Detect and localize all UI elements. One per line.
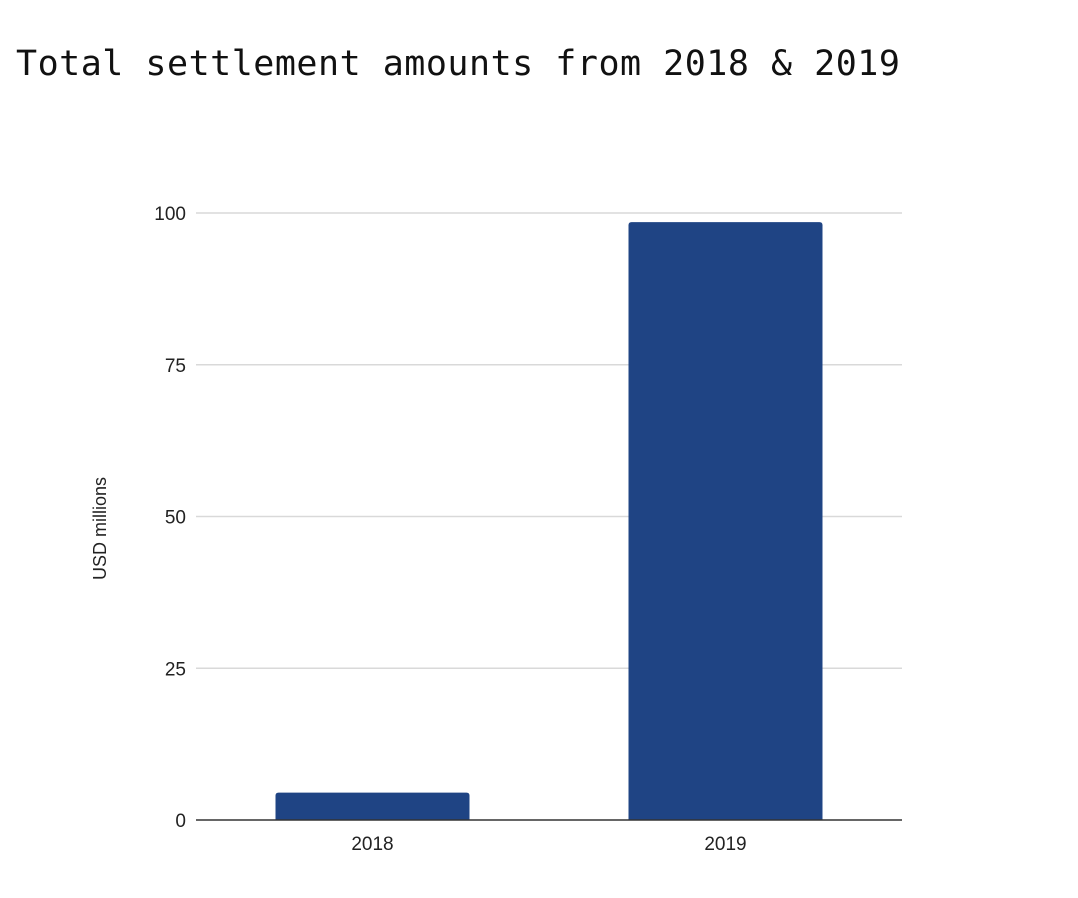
y-tick-label: 100 bbox=[154, 204, 186, 225]
bar-2018 bbox=[275, 792, 470, 820]
y-tick-label: 25 bbox=[165, 659, 186, 680]
y-tick-labels: 0 25 50 75 100 bbox=[154, 204, 186, 832]
y-tick-label: 75 bbox=[165, 356, 186, 377]
x-category-label: 2018 bbox=[351, 834, 393, 855]
bars bbox=[275, 222, 823, 821]
x-category-label: 2019 bbox=[704, 834, 746, 855]
y-axis-label: USD millions bbox=[90, 477, 110, 580]
chart-title: Total settlement amounts from 2018 & 201… bbox=[16, 44, 901, 84]
y-tick-label: 0 bbox=[175, 811, 186, 832]
x-category-labels: 2018 2019 bbox=[351, 834, 746, 855]
y-tick-label: 50 bbox=[165, 508, 186, 529]
bar-2019 bbox=[628, 222, 823, 821]
